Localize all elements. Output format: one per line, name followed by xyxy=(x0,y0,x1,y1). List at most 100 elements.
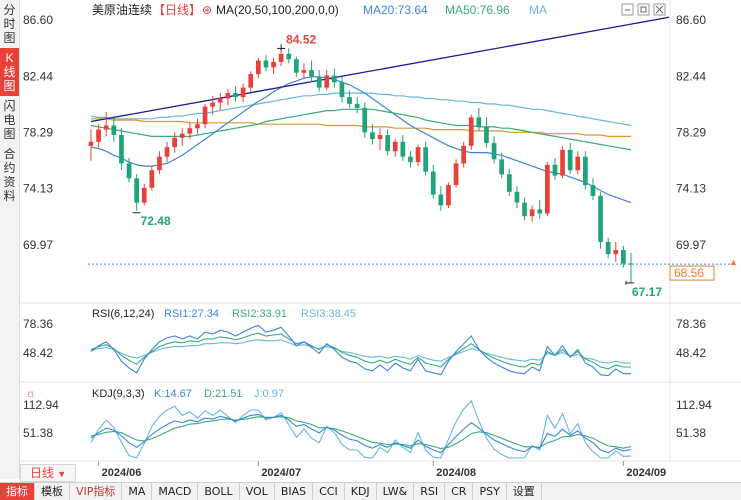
candle-body xyxy=(385,135,390,152)
candle-body xyxy=(605,241,611,255)
bottom-tab[interactable]: CR xyxy=(445,483,474,500)
candle-body xyxy=(149,170,155,188)
panel-window-buttons xyxy=(621,3,666,16)
k-line xyxy=(90,413,632,454)
rsi3-line xyxy=(90,339,631,364)
date-tick-label: 2024/08 xyxy=(436,467,476,479)
candle-body xyxy=(423,147,428,172)
candle-body xyxy=(499,159,504,175)
bottom-tab[interactable]: PSY xyxy=(473,483,507,500)
bottom-tab[interactable]: VIP指标 xyxy=(70,483,123,500)
candle-body xyxy=(370,132,375,140)
candle-body xyxy=(461,145,466,164)
candle-body xyxy=(392,141,398,152)
kdj-settings-icon[interactable]: ☼ xyxy=(25,386,36,400)
candle-body xyxy=(491,143,497,160)
candle-body xyxy=(263,60,269,68)
dropdown-caret-icon: ▼ xyxy=(57,469,67,479)
bottom-tab[interactable]: RSI xyxy=(414,483,446,500)
j-line xyxy=(90,399,632,459)
rsi2-value: RSI2:33.91 xyxy=(232,308,287,320)
ma200-line xyxy=(91,118,631,137)
ma50-line xyxy=(90,108,632,151)
side-tab-timeshare[interactable]: 分时图 xyxy=(3,3,16,45)
candle-body xyxy=(225,93,231,99)
candle-body xyxy=(377,135,383,140)
bottom-tab[interactable]: LW& xyxy=(377,483,415,500)
candle-body xyxy=(598,195,603,242)
rsi-lines xyxy=(90,324,631,377)
left-rsi-tick: 48.42 xyxy=(23,346,53,360)
bottom-tab[interactable]: 模板 xyxy=(35,483,70,500)
left-price-tick: 78.29 xyxy=(23,125,53,139)
bottom-tab[interactable]: BIAS xyxy=(275,483,314,500)
candle-body xyxy=(324,75,330,88)
instrument-title: 美原油连续 xyxy=(92,2,152,17)
bottom-tab[interactable]: MA xyxy=(122,483,153,500)
right-rsi-tick: 48.42 xyxy=(676,346,706,360)
candle-body xyxy=(628,263,634,265)
trend-line[interactable] xyxy=(90,16,670,123)
candle-body xyxy=(271,61,276,68)
bottom-tab[interactable]: BOLL xyxy=(198,483,240,500)
period-tag: 【日线】 xyxy=(153,3,201,17)
candle-body xyxy=(157,156,162,171)
period-selector-button[interactable]: 日线 ▼ xyxy=(20,464,76,482)
candle-body xyxy=(141,187,147,203)
kdj-d-value: D:21.51 xyxy=(204,388,243,400)
restore-panel-icon[interactable] xyxy=(637,3,650,16)
bottom-tab[interactable]: MACD xyxy=(152,483,199,500)
candle-body xyxy=(134,178,139,203)
candle-body xyxy=(583,156,588,186)
candle-body xyxy=(400,141,406,157)
bottom-tab[interactable]: 指标 xyxy=(0,483,35,500)
bottom-tab[interactable]: CCI xyxy=(313,483,345,500)
bottom-tab[interactable]: KDJ xyxy=(345,483,377,500)
left-price-tick: 82.44 xyxy=(23,69,53,83)
rsi2-line xyxy=(90,332,631,370)
candle-body xyxy=(613,250,619,255)
candle-body xyxy=(575,156,581,171)
candle-body xyxy=(126,163,132,179)
candle-body xyxy=(233,93,238,98)
settings-gear-icon[interactable]: ⊛ xyxy=(202,3,212,17)
right-kdj-tick: 51.38 xyxy=(676,426,706,440)
candle-body xyxy=(286,53,292,60)
candle-body xyxy=(347,97,352,104)
candle-body xyxy=(621,250,626,264)
left-price-tick: 69.97 xyxy=(23,238,53,252)
candle-body xyxy=(522,202,527,217)
candlestick-series[interactable] xyxy=(88,48,634,283)
candle-body xyxy=(164,147,170,157)
kdj-axis-ticks: 112.94 112.94 51.38 51.38 xyxy=(23,398,712,440)
bottom-tab[interactable]: VOL xyxy=(240,483,275,500)
left-kdj-tick: 112.94 xyxy=(23,398,59,412)
rsi3-value: RSI3:38.45 xyxy=(301,308,356,320)
rsi-axis-ticks: 78.36 78.36 48.42 48.42 xyxy=(23,317,706,360)
price-up-arrow-icon: ▲ xyxy=(729,257,738,267)
kdj-j-value: J:0.97 xyxy=(254,388,284,400)
candle-body xyxy=(590,185,596,196)
moving-average-lines xyxy=(90,76,632,204)
price-axis-ticks: 86.60 86.60 82.44 82.44 78.29 78.29 74.13 74.13… xyxy=(23,13,706,252)
candle-body xyxy=(537,209,543,214)
candle-body xyxy=(438,194,444,206)
side-tab-contract-info[interactable]: 合约资料 xyxy=(3,147,16,203)
chart-canvas[interactable]: 美原油连续 【日线】 ⊛ MA(20,50,100,200,0,0) MA20:… xyxy=(19,0,741,482)
candle-body xyxy=(179,133,185,138)
candle-body xyxy=(552,164,558,176)
left-kdj-tick: 51.38 xyxy=(23,426,53,440)
left-price-tick: 74.13 xyxy=(23,182,53,196)
candle-body xyxy=(210,102,215,107)
right-price-tick: 74.13 xyxy=(676,182,706,196)
candle-body xyxy=(88,141,94,146)
candle-body xyxy=(332,75,337,83)
candle-body xyxy=(103,125,109,130)
candle-body xyxy=(316,76,322,88)
rsi-params-label: RSI(6,12,24) xyxy=(92,308,154,320)
bottom-tab[interactable]: 设置 xyxy=(507,483,542,500)
candle-body xyxy=(301,70,307,73)
side-tab-flash[interactable]: 闪电图 xyxy=(3,99,16,141)
candle-body xyxy=(256,60,261,75)
